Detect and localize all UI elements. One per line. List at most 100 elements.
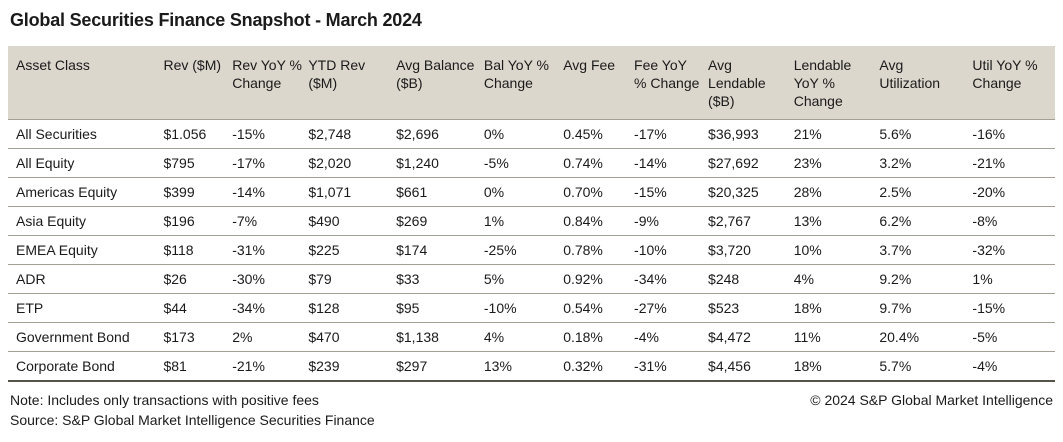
value-cell: $239 (308, 351, 397, 382)
value-cell: -30% (232, 264, 309, 294)
value-cell: -21% (972, 148, 1055, 178)
value-cell: 6.2% (879, 206, 973, 236)
value-cell: $1,240 (396, 148, 484, 178)
value-cell: $26 (163, 264, 233, 294)
column-header: Avg Lendable ($B) (708, 46, 794, 120)
value-cell: 9.7% (879, 293, 973, 323)
value-cell: -20% (972, 177, 1055, 207)
asset-class-cell: Government Bond (8, 322, 164, 352)
value-cell: $2,696 (396, 119, 484, 149)
column-header: Util YoY % Change (972, 46, 1055, 120)
value-cell: $81 (163, 351, 233, 382)
value-cell: -9% (634, 206, 709, 236)
column-header: Avg Balance ($B) (396, 46, 484, 120)
value-cell: $2,020 (308, 148, 397, 178)
footnotes: Note: Includes only transactions with po… (10, 390, 375, 430)
value-cell: -5% (972, 322, 1055, 352)
value-cell: -7% (232, 206, 309, 236)
table-row: Corporate Bond $81 -21% $239 $297 13% 0.32% -31… (8, 351, 1055, 382)
value-cell: 5% (483, 264, 564, 294)
table-row: ETP $44 -34% $128 $95 -10% 0.54% -27% $523 18% 9.7… (8, 293, 1055, 323)
table-body: All Securities $1.056 -15% $2,748 $2,696 0% 0.… (8, 119, 1055, 382)
asset-class-cell: Americas Equity (8, 177, 164, 207)
table-row: Americas Equity $399 -14% $1,071 $661 0% 0.70%… (8, 177, 1055, 207)
report-page: Global Securities Finance Snapshot - Mar… (8, 10, 1055, 430)
value-cell: $36,993 (708, 119, 794, 149)
value-cell: 21% (793, 119, 880, 149)
table-footer: Note: Includes only transactions with po… (8, 382, 1055, 430)
value-cell: 1% (972, 264, 1055, 294)
value-cell: 13% (793, 206, 880, 236)
value-cell: 5.7% (879, 351, 973, 382)
table-row: All Securities $1.056 -15% $2,748 $2,696 0% 0.… (8, 119, 1055, 149)
value-cell: -21% (232, 351, 309, 382)
asset-class-cell: Corporate Bond (8, 351, 164, 382)
value-cell: $399 (163, 177, 233, 207)
value-cell: 4% (793, 264, 880, 294)
value-cell: 1% (483, 206, 564, 236)
value-cell: 2% (232, 322, 309, 352)
value-cell: 20.4% (879, 322, 973, 352)
value-cell: 3.2% (879, 148, 973, 178)
value-cell: -8% (972, 206, 1055, 236)
value-cell: 9.2% (879, 264, 973, 294)
value-cell: -14% (232, 177, 309, 207)
value-cell: 4% (483, 322, 564, 352)
copyright-text: © 2024 S&P Global Market Intelligence (810, 392, 1053, 408)
value-cell: 0.74% (563, 148, 635, 178)
value-cell: -25% (483, 235, 564, 265)
value-cell: 2.5% (879, 177, 973, 207)
value-cell: $27,692 (708, 148, 794, 178)
value-cell: 0% (483, 177, 564, 207)
value-cell: $1,138 (396, 322, 484, 352)
value-cell: $2,748 (308, 119, 397, 149)
asset-class-cell: ETP (8, 293, 164, 323)
column-header: Avg Utilization (879, 46, 973, 120)
value-cell: $661 (396, 177, 484, 207)
value-cell: $248 (708, 264, 794, 294)
value-cell: 23% (793, 148, 880, 178)
value-cell: $4,456 (708, 351, 794, 382)
securities-finance-table: Asset Class Rev ($M) Rev YoY % Change YTD R… (8, 46, 1055, 382)
value-cell: -34% (634, 264, 709, 294)
value-cell: 0.70% (563, 177, 635, 207)
asset-class-cell: All Equity (8, 148, 164, 178)
value-cell: $44 (163, 293, 233, 323)
value-cell: -15% (634, 177, 709, 207)
value-cell: -10% (634, 235, 709, 265)
value-cell: -15% (232, 119, 309, 149)
value-cell: 28% (793, 177, 880, 207)
value-cell: $2,767 (708, 206, 794, 236)
value-cell: -17% (634, 119, 709, 149)
value-cell: $3,720 (708, 235, 794, 265)
value-cell: 0.92% (563, 264, 635, 294)
value-cell: -32% (972, 235, 1055, 265)
value-cell: 10% (793, 235, 880, 265)
value-cell: $523 (708, 293, 794, 323)
value-cell: 0.45% (563, 119, 635, 149)
asset-class-cell: Asia Equity (8, 206, 164, 236)
asset-class-cell: ADR (8, 264, 164, 294)
column-header: Asset Class (8, 46, 164, 120)
value-cell: 18% (793, 351, 880, 382)
value-cell: 0.18% (563, 322, 635, 352)
value-cell: 0% (483, 119, 564, 149)
value-cell: -31% (232, 235, 309, 265)
value-cell: $297 (396, 351, 484, 382)
column-header: Bal YoY % Change (483, 46, 564, 120)
value-cell: $128 (308, 293, 397, 323)
value-cell: $490 (308, 206, 397, 236)
value-cell: $174 (396, 235, 484, 265)
value-cell: -27% (634, 293, 709, 323)
value-cell: 0.84% (563, 206, 635, 236)
source-text: Source: S&P Global Market Intelligence S… (10, 412, 375, 428)
value-cell: 0.78% (563, 235, 635, 265)
value-cell: 18% (793, 293, 880, 323)
value-cell: $79 (308, 264, 397, 294)
asset-class-cell: EMEA Equity (8, 235, 164, 265)
value-cell: $1.056 (163, 119, 233, 149)
value-cell: -34% (232, 293, 309, 323)
value-cell: 11% (793, 322, 880, 352)
value-cell: $118 (163, 235, 233, 265)
column-header: Lendable YoY % Change (793, 46, 880, 120)
